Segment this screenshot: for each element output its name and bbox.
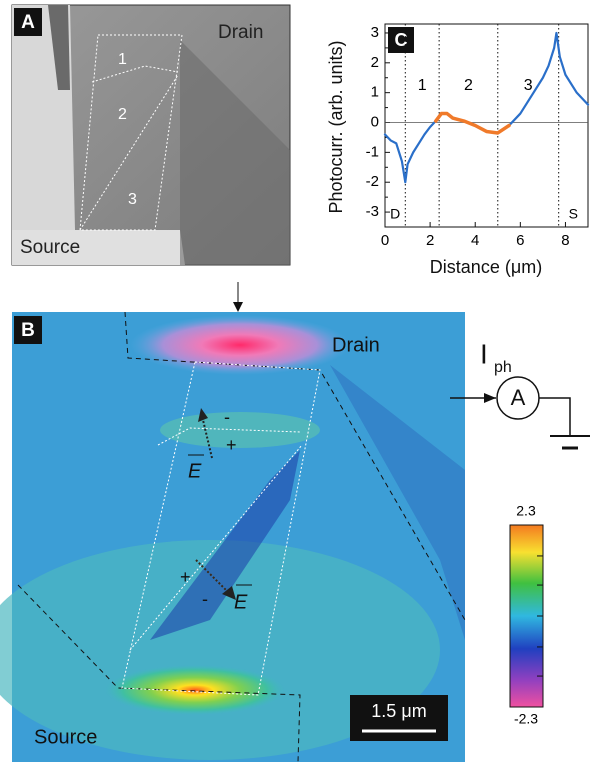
wire [539, 398, 570, 435]
y-tick-label: 2 [371, 54, 379, 71]
x-axis-title: Distance (μm) [430, 257, 542, 277]
plus-sign: + [180, 567, 191, 587]
panel-a: A Drain Source 1 2 3 [12, 5, 290, 265]
colorbar: 2.3 -2.3 [510, 503, 543, 727]
region-label: 2 [118, 106, 127, 123]
map-region [160, 412, 320, 448]
y-tick-label: 0 [371, 113, 379, 130]
drain-label: Drain [332, 334, 380, 356]
map-hotspot [105, 665, 285, 715]
colorbar-min: -2.3 [514, 711, 538, 727]
x-tick-label: 6 [516, 232, 524, 249]
chart: C Distance (μm) Photocurr. (arb. units) … [326, 24, 588, 277]
field-label: E [234, 591, 248, 613]
panel-label: B [21, 320, 35, 341]
ammeter-label: A [511, 385, 526, 410]
minus-sign: - [202, 589, 208, 609]
y-tick-label: -1 [366, 143, 379, 160]
field-label: E [188, 460, 202, 482]
region-label: 3 [524, 77, 533, 94]
plus-sign: + [226, 435, 237, 455]
circuit: I ph A [450, 338, 590, 448]
arrow-head [484, 393, 496, 403]
current-subscript: ph [494, 359, 512, 376]
source-label: Source [34, 726, 97, 748]
figure: A Drain Source 1 2 3 - + E + - E B [0, 0, 598, 762]
y-tick-label: -3 [366, 203, 379, 220]
region-label: D [390, 206, 400, 222]
x-tick-label: 2 [426, 232, 434, 249]
minus-sign: - [224, 407, 230, 427]
y-axis-title: Photocurr. (arb. units) [326, 40, 346, 213]
current-symbol: I [480, 338, 488, 369]
colorbar-max: 2.3 [516, 503, 536, 519]
region-label: 2 [464, 77, 473, 94]
y-tick-label: 1 [371, 84, 379, 101]
panel-label: A [21, 12, 35, 33]
scale-bar-label: 1.5 μm [371, 701, 426, 721]
region-label: 1 [418, 77, 427, 94]
x-tick-label: 4 [471, 232, 479, 249]
arrow-head [233, 302, 243, 312]
panel-b: - + E + - E B Drain Source 1.5 μm [0, 282, 465, 762]
y-tick-label: 3 [371, 24, 379, 41]
plot-frame [385, 24, 588, 227]
x-tick-label: 8 [561, 232, 569, 249]
region-label: S [569, 206, 578, 222]
data-line [385, 33, 588, 182]
source-label: Source [20, 237, 80, 258]
y-tick-label: -2 [366, 173, 379, 190]
x-tick-label: 0 [381, 232, 389, 249]
region-label: 1 [118, 51, 127, 68]
drain-label: Drain [218, 22, 263, 43]
map-hotspot [130, 315, 350, 375]
region-label: 3 [128, 191, 137, 208]
